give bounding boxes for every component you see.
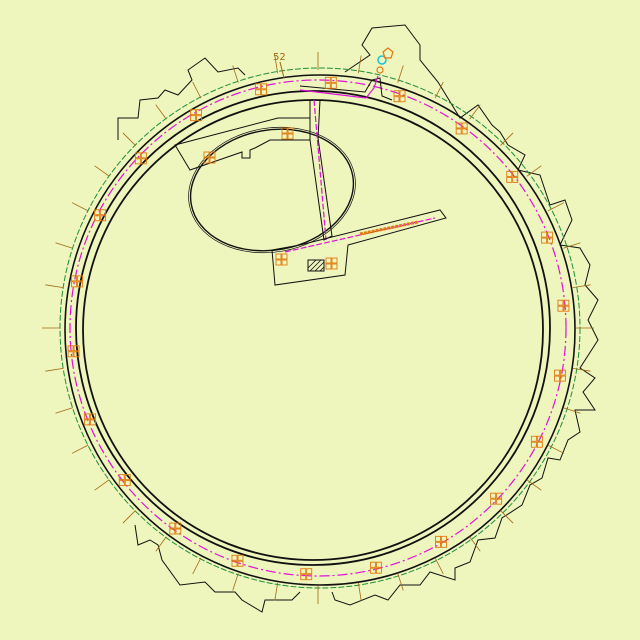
equipment-markers [67, 76, 570, 581]
equipment-marker [203, 151, 216, 164]
radial-tick [469, 536, 481, 552]
label-52-leader [279, 61, 285, 79]
radial-tick [500, 510, 514, 524]
radial-tick [434, 557, 444, 575]
top-connector [299, 77, 393, 101]
radial-tick [526, 165, 542, 177]
linac-magenta [284, 217, 436, 253]
top-connector-magenta [299, 75, 379, 99]
building-linac [271, 209, 447, 286]
equipment-marker [455, 122, 468, 135]
radial-tick [192, 557, 202, 575]
equipment-marker [275, 253, 288, 266]
radial-tick [572, 284, 591, 289]
inner-ellipse-ring-2 [188, 126, 356, 254]
site-boundary-bottom-left [134, 524, 301, 613]
radial-tick [232, 65, 239, 83]
equipment-marker [71, 275, 84, 288]
radial-tick [563, 242, 581, 249]
radial-ticks [42, 52, 594, 604]
radial-tick [45, 284, 64, 289]
radial-tick [563, 407, 581, 414]
cyan-marker [377, 55, 387, 65]
equipment-marker [369, 561, 382, 574]
building-left [174, 117, 311, 171]
radial-tick [71, 202, 89, 212]
equipment-marker [190, 109, 202, 122]
radial-tick [357, 55, 362, 74]
radial-tick [155, 104, 167, 120]
equipment-marker [134, 152, 147, 165]
radial-tick [274, 582, 279, 601]
linac-orange-strip [359, 220, 419, 236]
track-ring-magenta [69, 79, 567, 577]
radial-tick [357, 582, 362, 601]
radial-tick [434, 81, 444, 99]
radial-tick [192, 81, 202, 99]
equipment-marker [490, 492, 503, 505]
equipment-marker [435, 535, 447, 548]
orange-small-circle [376, 66, 384, 74]
equipment-marker [530, 435, 543, 448]
equipment-marker [393, 90, 406, 103]
radial-tick [547, 444, 565, 454]
equipment-marker [281, 127, 294, 140]
equipment-marker [231, 554, 244, 567]
radial-tick [397, 65, 404, 83]
radial-tick [397, 573, 404, 591]
radial-tick [526, 479, 542, 491]
radial-tick [94, 479, 110, 491]
radial-tick [55, 407, 73, 414]
radial-tick [274, 55, 279, 74]
radial-tick [122, 132, 136, 146]
equipment-marker [541, 231, 554, 244]
site-boundary-left [331, 24, 599, 606]
radial-tick [547, 202, 565, 212]
radial-tick [45, 367, 64, 372]
radial-tick [469, 104, 481, 120]
equipment-marker [67, 345, 80, 358]
radial-tick [71, 444, 89, 454]
label-52: 52 [273, 52, 286, 63]
equipment-marker [553, 369, 566, 382]
equipment-marker [325, 257, 338, 270]
radial-tick [122, 510, 136, 524]
radial-tick [232, 573, 239, 591]
equipment-marker [94, 209, 107, 222]
radial-tick [155, 536, 167, 552]
equipment-marker [83, 413, 96, 426]
equipment-marker [324, 76, 337, 89]
orange-pentagon [382, 47, 394, 59]
equipment-marker [557, 299, 570, 312]
radial-tick [94, 165, 110, 177]
inner-ellipse-ring [189, 128, 355, 252]
track-ring-outer [64, 74, 576, 586]
equipment-marker [118, 474, 131, 487]
radial-tick [572, 367, 591, 372]
equipment-marker [506, 170, 519, 183]
equipment-marker [255, 83, 268, 96]
radial-tick [500, 132, 514, 146]
equipment-marker [169, 522, 182, 535]
hatched-block-lines [307, 259, 325, 272]
transfer-line-magenta-v [313, 99, 327, 241]
equipment-marker [300, 568, 313, 581]
transfer-line-vertical [309, 99, 333, 241]
radial-tick [55, 242, 73, 249]
site-boundary-top-left [117, 57, 246, 140]
